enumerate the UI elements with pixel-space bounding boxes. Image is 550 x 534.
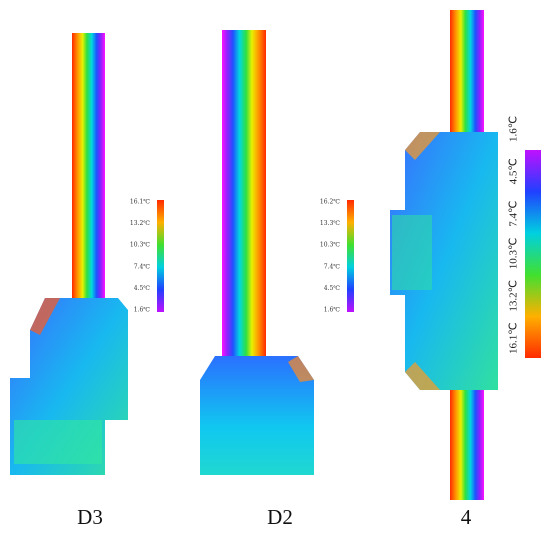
- scale-label: 10.3℃: [508, 238, 520, 270]
- scale-label: 1.6℃: [508, 116, 520, 142]
- frame-section: [390, 132, 498, 390]
- edge-heat: [405, 132, 440, 160]
- edge-heat: [30, 298, 60, 335]
- scale-label: 10.3℃: [320, 242, 340, 249]
- scale-label: 1.6℃: [324, 307, 341, 314]
- scale-bar: [347, 200, 354, 312]
- scale-label: 13.2℃: [130, 220, 150, 227]
- scale-label: 1.6℃: [134, 307, 151, 314]
- scale-label: 4.5℃: [508, 158, 520, 184]
- panel-label: D2: [267, 505, 293, 529]
- frame-detail: [392, 215, 432, 290]
- edge-heat: [405, 362, 440, 390]
- scale-bar: [525, 150, 541, 358]
- scale-label: 7.4℃: [508, 201, 520, 227]
- scale-bar: [157, 200, 164, 312]
- panel-label: D3: [77, 505, 103, 529]
- scale-label: 16.1℃: [508, 322, 520, 354]
- scale-label: 7.4℃: [324, 263, 341, 270]
- glass-strip: [222, 30, 266, 360]
- scale-label: 13.2℃: [508, 280, 520, 312]
- panel-4: [390, 10, 541, 500]
- scale-label: 13.3℃: [320, 220, 340, 227]
- scale-label: 4.5℃: [134, 285, 151, 292]
- scale-label: 10.3℃: [130, 242, 150, 249]
- frame-detail: [14, 420, 102, 464]
- scale-label: 16.2℃: [320, 199, 340, 206]
- scale-label: 4.5℃: [324, 285, 341, 292]
- scale-label: 7.4℃: [134, 263, 151, 270]
- glass-strip: [72, 33, 105, 303]
- panel-d2: [200, 30, 354, 475]
- panel-label: 4: [461, 505, 472, 529]
- panel-d3: [10, 33, 164, 475]
- scale-label: 16.1℃: [130, 199, 150, 206]
- frame-section: [200, 356, 314, 475]
- edge-heat: [288, 356, 314, 382]
